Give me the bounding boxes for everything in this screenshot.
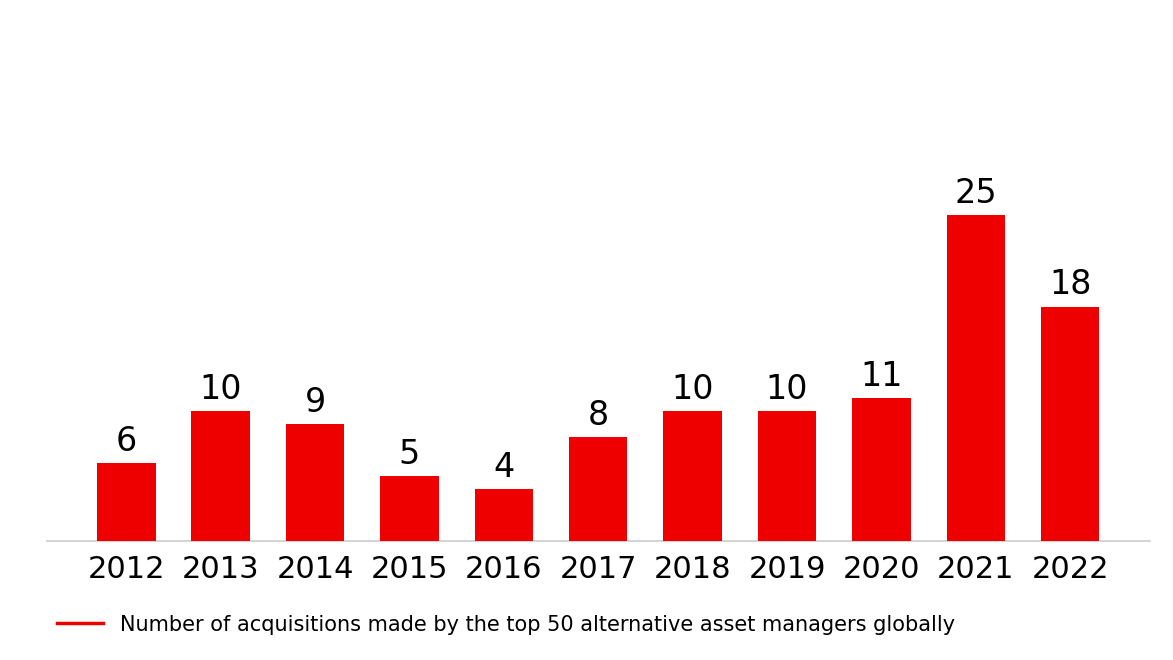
Bar: [380, 476, 439, 541]
Text: 9: 9: [305, 385, 326, 418]
Legend: Number of acquisitions made by the top 50 alternative asset managers globally: Number of acquisitions made by the top 5…: [57, 615, 955, 635]
Bar: [475, 489, 533, 541]
Text: 6: 6: [116, 425, 137, 458]
Text: 18: 18: [1049, 269, 1091, 302]
Text: 10: 10: [199, 373, 242, 406]
Text: 4: 4: [493, 451, 515, 484]
Text: 10: 10: [671, 373, 714, 406]
Bar: [664, 411, 721, 541]
Bar: [191, 411, 250, 541]
Bar: [286, 424, 345, 541]
Text: 10: 10: [766, 373, 808, 406]
Text: 8: 8: [588, 399, 609, 432]
Bar: [947, 215, 1005, 541]
Bar: [1040, 306, 1099, 541]
Text: 25: 25: [955, 177, 997, 210]
Bar: [758, 411, 816, 541]
Bar: [97, 463, 156, 541]
Text: 11: 11: [860, 360, 903, 393]
Bar: [569, 437, 628, 541]
Bar: [852, 398, 910, 541]
Text: 5: 5: [399, 438, 420, 471]
